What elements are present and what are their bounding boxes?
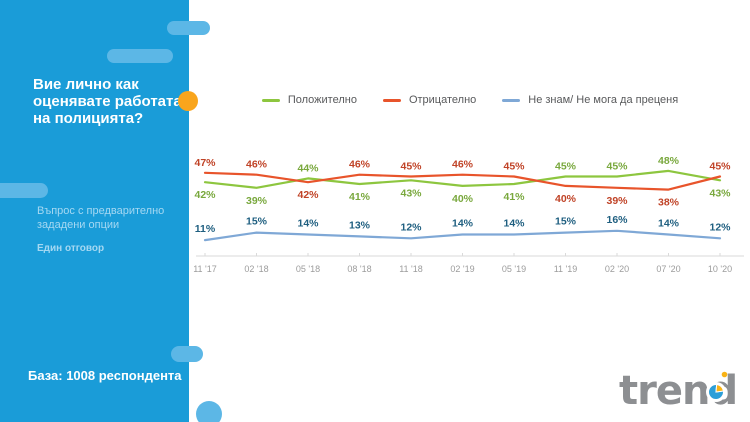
data-label: 14% [503,218,525,230]
data-label: 40% [452,193,474,205]
x-axis-tick-label: 11 '19 [554,264,578,274]
series-line-Положително [203,169,722,189]
trend-logo-svg: trend [619,368,738,414]
data-label: 14% [452,218,474,230]
line-chart-svg: 11 '17 02 '18 05 '18 08 '18 11 '18 02 '19 05 '… [193,155,744,274]
data-label: 16% [606,214,628,226]
legend-item: Положително [261,94,357,106]
x-axis-tick-label: 02 '18 [244,264,268,274]
decorative-pill [0,183,48,198]
legend-item: Отрицателно [382,94,477,106]
x-axis-tick-label: 05 '18 [296,264,320,274]
series-line-Не знам/ Не мога да преценя [203,229,722,242]
data-label: 43% [400,187,422,199]
logo-yellow-tip [721,371,728,378]
line-chart: 11 '17 02 '18 05 '18 08 '18 11 '18 02 '19 05 '… [190,130,750,290]
data-label: 39% [606,195,628,207]
x-axis-tick-label: 11 '17 [193,264,217,274]
x-axis-tick-label: 08 '18 [347,264,371,274]
data-label: 48% [658,155,680,167]
data-label: 44% [297,162,319,174]
data-label: 11% [195,223,216,235]
logo-pie-yellow-slice [715,383,724,393]
data-label: 45% [400,161,422,173]
decorative-pill [171,346,203,362]
sample-base-note: База: 1008 респондента [28,368,182,383]
data-label: 43% [709,187,731,199]
decorative-pill [196,401,222,422]
legend-swatch [382,98,401,102]
legend-label: Отрицателно [408,94,477,106]
x-axis-tick-label: 05 '19 [502,264,526,274]
sidebar: Вие лично как оценявате работата на поли… [0,0,189,422]
data-label: 45% [555,161,577,173]
legend-item: Не знам/ Не мога да преценя [502,94,678,106]
chart-legend: Положително Отрицателно Не знам/ Не мога д… [190,94,750,106]
x-axis-tick-label: 11 '18 [399,264,423,274]
series-line-Отрицателно [203,171,722,191]
data-label: 42% [297,189,319,201]
decorative-pill [107,49,173,63]
data-label: 12% [400,221,422,233]
data-label: 12% [709,221,731,233]
data-label: 46% [349,159,371,171]
x-axis-tick-label: 10 '20 [708,264,732,274]
data-label: 42% [194,189,216,201]
data-label: 46% [452,159,474,171]
data-label: 39% [246,195,268,207]
data-label: 41% [349,191,371,203]
legend-swatch [502,98,521,102]
orange-dot [178,91,198,111]
data-label: 38% [658,197,680,209]
data-label: 45% [503,161,525,173]
data-label: 14% [658,218,680,230]
data-label: 47% [194,157,216,169]
legend-label: Положително [287,94,357,106]
data-label: 41% [503,191,525,203]
x-axis-tick-label: 02 '20 [605,264,629,274]
data-label: 45% [709,161,731,173]
data-label: 46% [246,159,268,171]
decorative-pill [167,21,210,35]
data-label: 15% [246,216,268,228]
x-axis-tick-label: 07 '20 [656,264,680,274]
x-axis-tick-label: 02 '19 [450,264,474,274]
data-label: 14% [297,218,319,230]
question-title: Вие лично как оценявате работата на поли… [33,76,182,127]
question-subtitle: Въпрос с предварително зададени опции [37,205,165,231]
answer-type-note: Един отговор [37,243,105,254]
data-label: 15% [555,216,577,228]
legend-swatch [261,98,280,102]
data-label: 13% [349,219,371,231]
trend-logo: trend [617,360,747,416]
data-label: 45% [606,161,628,173]
data-label: 40% [555,193,577,205]
legend-label: Не знам/ Не мога да преценя [528,94,679,106]
